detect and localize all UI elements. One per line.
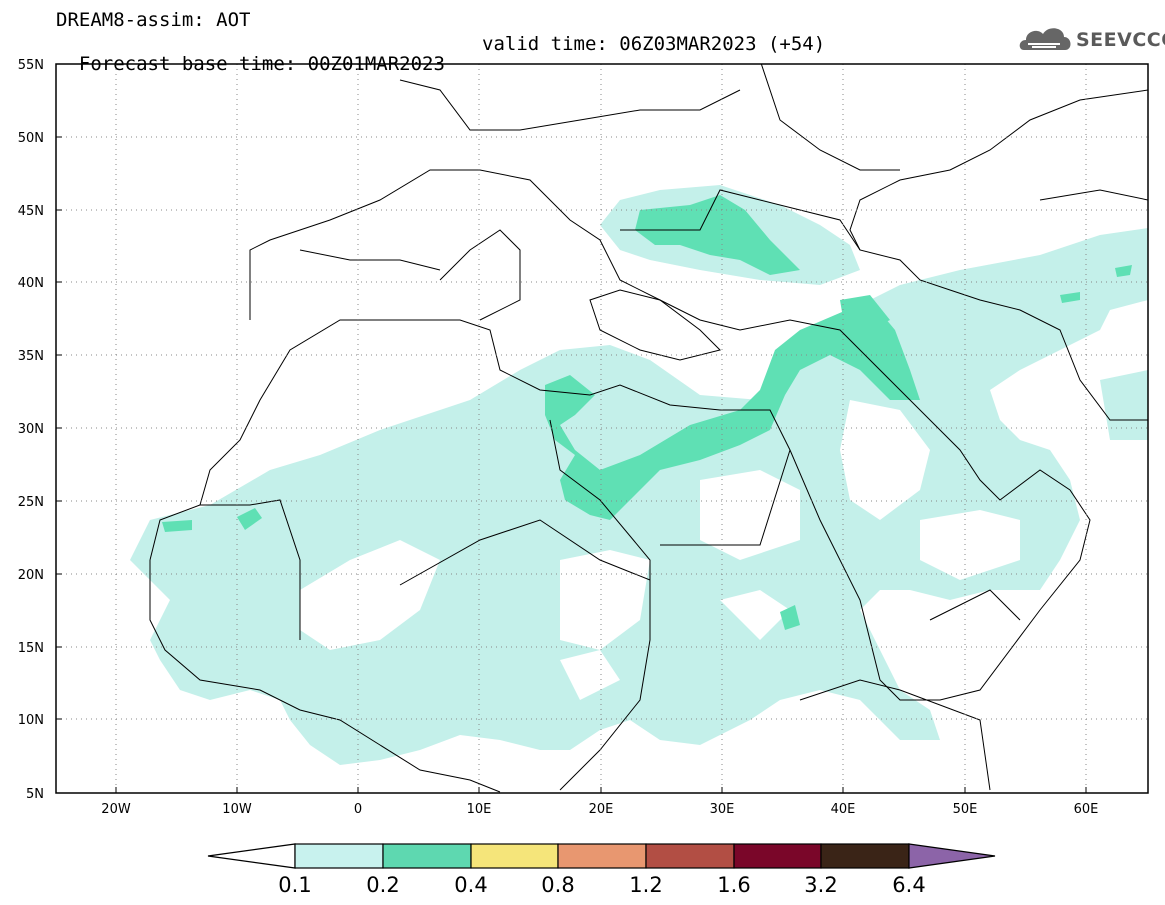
lat-label-55n: 55N <box>18 58 44 73</box>
valid-time: valid time: 06Z03MAR2023 (+54) <box>482 33 826 55</box>
seevccc-logo: SEEVCCC <box>1018 22 1165 56</box>
colorbar-label-0: 0.1 <box>278 873 311 897</box>
lon-label-10e: 10E <box>467 802 492 817</box>
colorbar-segment-6 <box>820 843 910 869</box>
lat-label-35n: 35N <box>18 349 44 364</box>
lat-label-45n: 45N <box>18 204 44 219</box>
colorbar-segment-0 <box>294 843 384 869</box>
colorbar <box>207 843 996 869</box>
colorbar-over-arrow <box>908 843 996 869</box>
cloud-icon <box>1019 28 1071 50</box>
colorbar-label-6: 3.2 <box>804 873 837 897</box>
lat-label-30n: 30N <box>18 422 44 437</box>
lat-label-20n: 20N <box>18 568 44 583</box>
lat-label-10n: 10N <box>18 713 44 728</box>
lon-label-60e: 60E <box>1074 802 1099 817</box>
lon-label-40e: 40E <box>831 802 856 817</box>
lat-axis <box>56 63 62 720</box>
colorbar-segment-5 <box>733 843 822 869</box>
logo-text: SEEVCCC <box>1076 29 1165 51</box>
aot-field-gaps <box>300 400 1020 700</box>
colorbar-segment-4 <box>645 843 735 869</box>
colorbar-segment-2 <box>470 843 559 869</box>
lat-label-5n: 5N <box>26 787 44 802</box>
colorbar-segment-1 <box>382 843 472 869</box>
lat-label-50n: 50N <box>18 131 44 146</box>
lon-label-0: 0 <box>354 802 362 817</box>
colorbar-under-arrow <box>207 843 296 869</box>
colorbar-label-5: 1.6 <box>717 873 750 897</box>
lon-label-50e: 50E <box>953 802 978 817</box>
colorbar-label-2: 0.4 <box>454 873 487 897</box>
lon-label-30e: 30E <box>710 802 735 817</box>
lat-label-25n: 25N <box>18 495 44 510</box>
lat-label-15n: 15N <box>18 641 44 656</box>
colorbar-label-3: 0.8 <box>541 873 574 897</box>
colorbar-label-4: 1.2 <box>629 873 662 897</box>
lon-label-10w: 10W <box>222 802 252 817</box>
map-title: DREAM8-assim: AOT <box>56 9 251 31</box>
lon-label-20e: 20E <box>589 802 614 817</box>
lat-label-40n: 40N <box>18 276 44 291</box>
colorbar-segment-3 <box>557 843 647 869</box>
coastlines-and-borders <box>149 64 1148 793</box>
lon-axis <box>115 787 1087 793</box>
lon-label-20w: 20W <box>101 802 131 817</box>
colorbar-label-1: 0.2 <box>366 873 399 897</box>
graticule <box>56 64 1148 793</box>
colorbar-label-7: 6.4 <box>892 873 925 897</box>
